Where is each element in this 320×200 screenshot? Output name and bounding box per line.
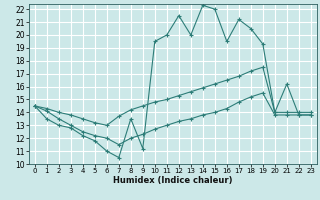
X-axis label: Humidex (Indice chaleur): Humidex (Indice chaleur)	[113, 176, 233, 185]
